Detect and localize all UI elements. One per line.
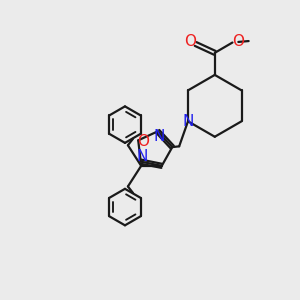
Text: N: N <box>136 149 148 164</box>
Text: O: O <box>184 34 196 49</box>
Text: N: N <box>182 114 194 129</box>
Text: O: O <box>137 134 149 149</box>
Text: N: N <box>154 129 165 144</box>
Text: O: O <box>232 34 244 49</box>
